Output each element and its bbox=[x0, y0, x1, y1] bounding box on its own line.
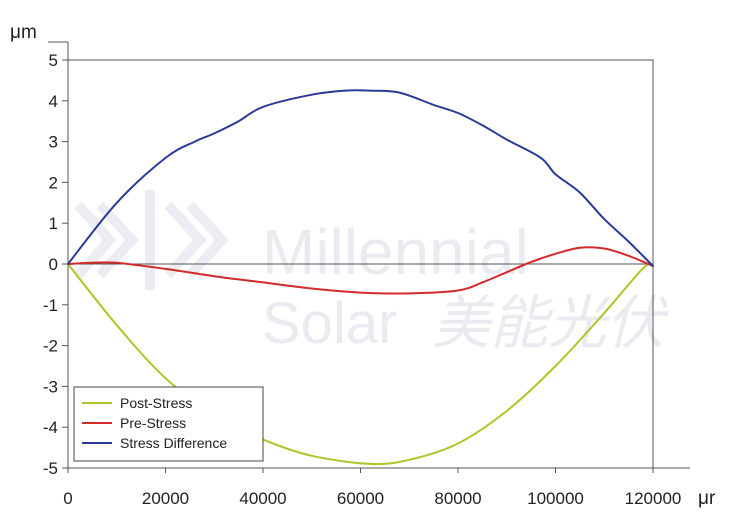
y-tick-label: 5 bbox=[49, 51, 58, 70]
y-tick-label: -3 bbox=[43, 377, 58, 396]
x-tick-label: 60000 bbox=[337, 489, 384, 508]
legend-label-pre-stress: Pre-Stress bbox=[120, 415, 186, 431]
x-tick-label: 100000 bbox=[527, 489, 584, 508]
y-axis-unit: μm bbox=[10, 22, 37, 43]
x-tick-label: 80000 bbox=[434, 489, 481, 508]
y-tick-label: 1 bbox=[49, 214, 58, 233]
legend: Post-Stress Pre-Stress Stress Difference bbox=[73, 386, 264, 462]
y-tick-label: 3 bbox=[49, 133, 58, 152]
x-ticks: 0 20000 40000 60000 80000 100000 120000 bbox=[63, 468, 681, 508]
watermark-brand-line2: Solar bbox=[262, 291, 397, 356]
x-axis-unit: μr bbox=[698, 488, 716, 509]
y-tick-label: -5 bbox=[43, 459, 58, 478]
series-group bbox=[67, 89, 654, 466]
series-line-pre-stress bbox=[67, 246, 654, 295]
x-tick-label: 0 bbox=[63, 489, 72, 508]
y-tick-label: -4 bbox=[43, 418, 58, 437]
series-line-post-stress bbox=[67, 263, 654, 466]
legend-label-post-stress: Post-Stress bbox=[120, 395, 192, 411]
y-ticks: 5 4 3 2 1 0 -1 -2 -3 -4 -5 bbox=[43, 51, 68, 478]
x-tick-label: 40000 bbox=[239, 489, 286, 508]
legend-label-stress-difference: Stress Difference bbox=[120, 435, 227, 451]
x-tick-label: 20000 bbox=[142, 489, 189, 508]
x-tick-label: 120000 bbox=[625, 489, 682, 508]
y-tick-label: 2 bbox=[49, 173, 58, 192]
y-tick-label: 4 bbox=[49, 92, 58, 111]
series-line-stress-difference bbox=[67, 89, 654, 267]
watermark-logo-icon bbox=[74, 190, 229, 290]
y-tick-label: -2 bbox=[43, 337, 58, 356]
watermark-brand-line1: Millennial bbox=[262, 216, 529, 288]
legend-items: Post-Stress Pre-Stress Stress Difference bbox=[82, 395, 227, 451]
watermark-brand-cn: 美能光伏 bbox=[432, 291, 669, 356]
y-tick-label: 0 bbox=[49, 255, 58, 274]
y-tick-label: -1 bbox=[43, 296, 58, 315]
watermark: Millennial Solar 美能光伏 bbox=[74, 190, 669, 356]
